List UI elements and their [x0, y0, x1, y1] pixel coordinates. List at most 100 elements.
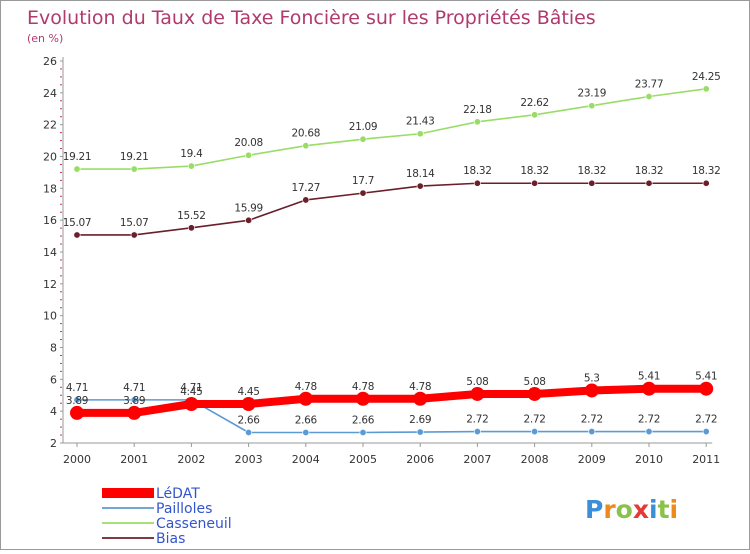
y-tick-label: 10	[43, 310, 57, 323]
data-label: 4.78	[295, 381, 317, 393]
data-label: 15.99	[234, 202, 263, 214]
data-point	[245, 216, 253, 224]
data-label: 2.72	[524, 414, 546, 426]
data-point	[645, 92, 653, 100]
y-tick-label: 12	[43, 278, 57, 291]
data-point	[416, 182, 424, 190]
data-point	[130, 165, 138, 173]
data-point	[413, 391, 428, 406]
x-tick-label: 2003	[235, 453, 263, 466]
data-labels: 3.89 3.89 4.45 4.45 4.78 4.78 4.78 5.08 5.08 5.3 5…	[63, 71, 721, 427]
data-point	[473, 428, 481, 436]
series-line	[77, 399, 707, 434]
y-tick-label: 14	[43, 246, 57, 259]
data-point	[241, 397, 256, 412]
y-tick-label: 26	[43, 55, 57, 68]
series-line	[77, 88, 707, 170]
chart-title: Evolution du Taux de Taxe Foncière sur l…	[27, 7, 596, 29]
data-label: 18.32	[578, 165, 607, 177]
data-point	[302, 196, 310, 204]
data-point	[359, 135, 367, 143]
data-label: 18.32	[635, 165, 664, 177]
data-label: 2.66	[295, 414, 318, 426]
series-layer: 3.89 3.89 4.45 4.45 4.78 4.78 4.78 5.08 5.08 5.3 5…	[63, 71, 721, 436]
data-point	[584, 383, 599, 398]
data-point	[645, 179, 653, 187]
legend-swatch	[102, 488, 154, 498]
data-point	[302, 142, 310, 150]
x-tick-label: 2010	[635, 453, 663, 466]
logo-glyph: i	[649, 495, 658, 524]
series-0	[70, 381, 714, 420]
data-point	[184, 397, 199, 412]
data-label: 17.27	[292, 182, 321, 194]
series-3	[73, 179, 710, 239]
data-label: 2.72	[466, 414, 488, 426]
data-point	[588, 102, 596, 110]
logo-glyph: t	[658, 495, 670, 524]
data-point	[699, 381, 714, 396]
data-point	[127, 405, 142, 420]
data-point	[470, 386, 485, 401]
data-label: 2.66	[352, 414, 375, 426]
data-point	[645, 428, 653, 436]
data-label: 22.18	[463, 104, 492, 116]
data-point	[245, 428, 253, 436]
logo-glyph: r	[603, 495, 616, 524]
data-label: 5.08	[466, 376, 488, 388]
y-tick-label: 16	[43, 214, 57, 227]
data-label: 3.89	[66, 395, 88, 407]
data-label: 17.7	[352, 175, 374, 187]
data-label: 22.62	[520, 97, 549, 109]
data-label: 2.72	[581, 414, 603, 426]
data-label: 19.21	[63, 151, 92, 163]
x-tick-label: 2007	[463, 453, 491, 466]
data-label: 5.41	[695, 371, 717, 383]
data-point	[70, 405, 84, 420]
data-point	[245, 151, 253, 159]
data-label: 3.89	[123, 395, 145, 407]
data-label: 20.08	[234, 137, 263, 149]
data-point	[359, 428, 367, 436]
legend-label: LéDAT	[156, 486, 200, 502]
proxiti-logo: Proxiti	[585, 495, 678, 524]
y-tick-label: 2	[50, 437, 57, 450]
logo-text: Proxiti	[585, 495, 678, 524]
data-label: 2.72	[695, 414, 717, 426]
data-point	[531, 428, 539, 436]
data-point	[531, 179, 539, 187]
data-point	[416, 130, 424, 138]
data-label: 2.66	[238, 414, 261, 426]
legend-label: Casseneuil	[156, 516, 232, 532]
logo-glyph: o	[616, 495, 633, 524]
data-point	[302, 428, 310, 436]
data-point	[73, 165, 81, 173]
data-label: 15.07	[120, 217, 149, 229]
y-tick-label: 8	[50, 342, 57, 355]
x-tick-label: 2004	[292, 453, 320, 466]
data-point	[702, 179, 710, 187]
data-label: 5.41	[638, 371, 660, 383]
data-point	[473, 118, 481, 126]
x-tick-label: 2000	[63, 453, 91, 466]
data-point	[359, 189, 367, 197]
data-point	[416, 428, 424, 436]
data-point	[702, 85, 710, 93]
legend-label: Pailloles	[156, 501, 212, 517]
logo-glyph: i	[670, 495, 679, 524]
data-point	[527, 386, 542, 401]
legend-item: Bias	[102, 531, 185, 547]
data-label: 19.4	[180, 148, 203, 160]
data-label: 21.43	[406, 116, 435, 128]
data-label: 18.14	[406, 168, 435, 180]
data-label: 15.07	[63, 217, 92, 229]
unit-label: (en %)	[27, 32, 63, 45]
legend-label: Bias	[156, 531, 185, 547]
data-point	[130, 231, 138, 239]
data-label: 5.3	[584, 372, 600, 384]
x-tick-label: 2001	[120, 453, 148, 466]
logo-glyph: x	[633, 495, 649, 524]
y-tick-label: 18	[43, 182, 57, 195]
